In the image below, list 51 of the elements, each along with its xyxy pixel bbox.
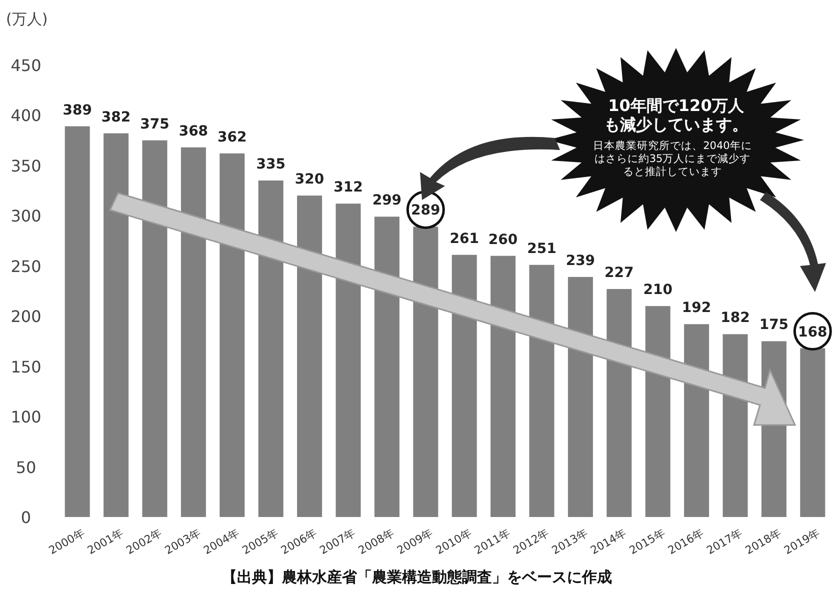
bar: [800, 348, 826, 517]
data-label: 320: [294, 172, 324, 188]
y-tick-label: 50: [16, 458, 36, 477]
data-label: 375: [140, 116, 170, 132]
data-label: 260: [488, 232, 518, 248]
annotation: 10年間で120万人も減少しています。: [603, 96, 749, 134]
data-label: 261: [450, 230, 479, 247]
y-tick-label: 450: [10, 56, 42, 75]
data-label: 175: [759, 317, 789, 334]
bar: [297, 196, 322, 517]
y-tick-label: 400: [10, 106, 42, 126]
text: 【出典】農林水産省「農業構造動態調査」をベースに作成: [221, 568, 613, 587]
y-tick-label: 0: [20, 508, 32, 527]
bar: [180, 147, 206, 517]
y-tick-label: 300: [10, 206, 42, 226]
data-label: 312: [334, 180, 363, 196]
data-label: 227: [604, 264, 634, 281]
data-label: 335: [256, 156, 286, 173]
bar: [490, 256, 516, 517]
annotation: 日本農業研究所では、2040年にはさらに約35万人にまで減少すると推計しています: [592, 140, 753, 179]
bar: [258, 180, 284, 517]
y-tick-label: 200: [10, 307, 42, 326]
data-label: 251: [527, 240, 556, 257]
data-label: 192: [682, 300, 712, 316]
bar: [374, 216, 400, 517]
bar: [64, 126, 90, 517]
bar: [336, 204, 361, 517]
data-label: 389: [62, 102, 92, 118]
bar: [220, 153, 245, 517]
bar: [142, 140, 168, 517]
y-tick-label: 100: [10, 408, 42, 427]
data-label: 299: [372, 192, 402, 209]
data-label: 182: [720, 310, 750, 326]
data-label: 239: [566, 252, 596, 269]
y-axis-title: (万人): [6, 10, 48, 28]
y-tick-label: 350: [10, 156, 42, 176]
bar: [104, 133, 129, 517]
bar: [413, 226, 438, 517]
bar: [529, 264, 554, 517]
data-label: 289: [411, 202, 440, 219]
data-label: 168: [798, 324, 828, 340]
data-label: 382: [101, 109, 131, 126]
bar: [645, 306, 670, 517]
data-label: 362: [218, 129, 247, 146]
bar: [606, 288, 632, 517]
data-label: 210: [643, 282, 673, 298]
bar: [568, 276, 593, 517]
data-label: 368: [178, 123, 208, 140]
bar: [452, 254, 477, 517]
y-tick-label: 250: [10, 256, 42, 276]
y-tick-label: 150: [10, 357, 42, 376]
